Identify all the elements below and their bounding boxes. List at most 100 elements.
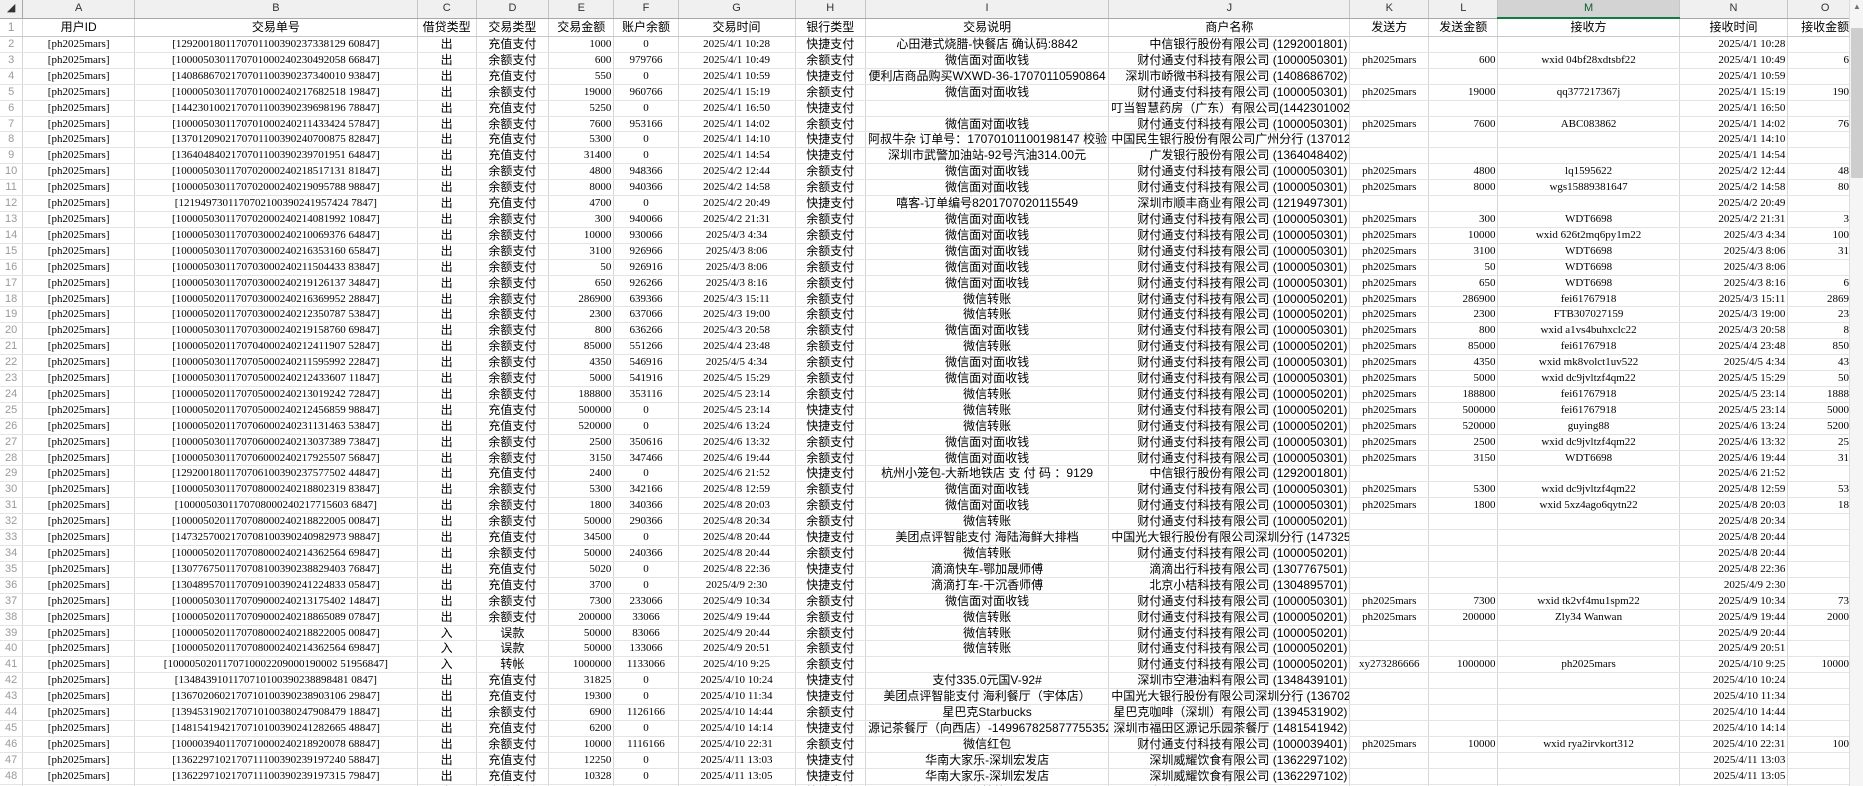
cell-txid[interactable]: [1000050201170705000240213019242 72847] (134, 386, 418, 403)
cell-sender[interactable] (1349, 704, 1430, 721)
cell-balance[interactable]: 0 (613, 720, 679, 737)
cell-user[interactable]: [ph2025mars] (22, 338, 136, 356)
cell-receiver[interactable] (1497, 784, 1680, 786)
cell-dc[interactable]: 出 (417, 163, 477, 181)
cell-receiver[interactable]: WDT6698 (1497, 275, 1680, 292)
cell-user[interactable]: [ph2025mars] (22, 211, 136, 228)
cell-bank[interactable]: 快捷支付 (795, 195, 866, 212)
cell-sendamt[interactable] (1428, 577, 1499, 594)
cell-type[interactable]: 余额支付 (476, 609, 550, 626)
cell-balance[interactable]: 0 (613, 131, 679, 149)
cell-txid[interactable]: [1367020602170710100390238903106 29847] (134, 688, 418, 706)
cell-sendamt[interactable] (1428, 672, 1499, 690)
cell-time[interactable]: 2025/4/8 12:59 (678, 481, 796, 499)
cell-time[interactable]: 2025/4/9 19:44 (678, 609, 796, 626)
table-row[interactable]: 34 [ph2025mars] [1000050201170708000240214… (0, 545, 1863, 562)
cell-sender[interactable] (1349, 561, 1430, 578)
row-number[interactable]: 15 (0, 243, 24, 260)
cell-sender[interactable] (1349, 720, 1430, 737)
cell-sender[interactable]: ph2025mars (1349, 434, 1430, 451)
cell-desc[interactable]: 微信转账 (865, 291, 1110, 308)
row-number[interactable]: 9 (0, 147, 24, 165)
table-row[interactable]: 6 [ph2025mars] [14423010021707011003902396… (0, 100, 1863, 117)
cell-sender[interactable] (1349, 100, 1430, 117)
cell-merchant[interactable]: 深圳市空港油料有限公司 (1348439101) (1108, 672, 1351, 690)
cell-rtime[interactable]: 2025/4/9 20:51 (1679, 640, 1789, 658)
table-body[interactable]: 2 [ph2025mars] [12920018011707011003902373… (0, 36, 1863, 786)
cell-amount[interactable]: 6900 (548, 704, 615, 721)
cell-receiver[interactable]: fei61767918 (1497, 291, 1680, 308)
cell-receiver[interactable]: wxid tk2vf4mu1spm22 (1497, 593, 1680, 610)
cell-sendamt[interactable]: 188800 (1428, 386, 1499, 403)
row-number[interactable]: 7 (0, 116, 24, 133)
cell-type[interactable]: 余额支付 (476, 259, 550, 276)
cell-user[interactable]: [ph2025mars] (22, 259, 136, 276)
column-header-o[interactable]: O (1787, 0, 1863, 19)
table-row[interactable]: 27 [ph2025mars] [1000050301170706000240213… (0, 434, 1863, 451)
cell-user[interactable]: [ph2025mars] (22, 100, 136, 117)
cell-dc[interactable]: 出 (417, 529, 477, 546)
cell-user[interactable]: [ph2025mars] (22, 131, 136, 149)
cell-dc[interactable]: 出 (417, 131, 477, 149)
cell-sender[interactable] (1349, 147, 1430, 165)
cell-user[interactable]: [ph2025mars] (22, 116, 136, 133)
column-header-f[interactable]: F (613, 0, 679, 19)
cell-sendamt[interactable] (1428, 195, 1499, 212)
vertical-scrollbar[interactable]: ▲ (1849, 0, 1863, 786)
cell-amount[interactable]: 10000 (548, 227, 615, 244)
cell-merchant[interactable]: 财付通支付科技有限公司 (1000050201) (1108, 402, 1351, 419)
cell-dc[interactable]: 出 (417, 370, 477, 387)
cell-time[interactable]: 2025/4/1 14:10 (678, 131, 796, 149)
cell-type[interactable]: 余额支付 (476, 211, 550, 228)
cell-bank[interactable]: 快捷支付 (795, 752, 866, 769)
cell-bank[interactable]: 余额支付 (795, 450, 866, 467)
cell-type[interactable]: 误款 (476, 625, 550, 642)
cell-user[interactable]: [ph2025mars] (22, 529, 136, 546)
cell-desc[interactable]: 微信面对面收钱 (865, 275, 1110, 292)
cell-merchant[interactable]: 叮当智慧药房（广东）有限公司(1442301002) (1108, 100, 1351, 117)
cell-sender[interactable]: ph2025mars (1349, 450, 1430, 467)
cell-type[interactable]: 充值支付 (476, 36, 550, 53)
cell-merchant[interactable]: 广发银行股份有限公司 (1364048402) (1108, 147, 1351, 165)
cell-balance[interactable]: 926966 (613, 243, 679, 260)
cell-dc[interactable]: 出 (417, 752, 477, 769)
cell-receiver[interactable] (1497, 36, 1680, 53)
cell-bank[interactable]: 余额支付 (795, 322, 866, 340)
cell-bank[interactable]: 余额支付 (795, 625, 866, 642)
cell-balance[interactable]: 33066 (613, 609, 679, 626)
cell-txid[interactable]: [1292001801170701100390237338129 60847] (134, 36, 418, 53)
cell-desc[interactable]: 微信转账 (865, 545, 1110, 562)
cell-merchant[interactable]: 财付通支付科技有限公司 (1000050301) (1108, 593, 1351, 610)
cell-rtime[interactable]: 2025/4/8 20:44 (1679, 529, 1789, 546)
cell-rtime[interactable]: 2025/4/2 14:58 (1679, 179, 1789, 197)
cell-desc[interactable]: 微信转账 (865, 386, 1110, 403)
cell-sendamt[interactable]: 10000 (1428, 227, 1499, 244)
row-number[interactable]: 21 (0, 338, 24, 356)
table-row[interactable]: 5 [ph2025mars] [10000503011707010002402176… (0, 84, 1863, 101)
cell-desc[interactable]: 微信面对面收钱 (865, 322, 1110, 340)
cell-type[interactable]: 充值支付 (476, 147, 550, 165)
cell-time[interactable]: 2025/4/8 20:44 (678, 529, 796, 546)
cell-merchant[interactable]: 财付通支付科技有限公司 (1000050201) (1108, 656, 1351, 674)
cell-sender[interactable]: ph2025mars (1349, 370, 1430, 387)
row-number[interactable]: 38 (0, 609, 24, 626)
cell-sender[interactable]: ph2025mars (1349, 52, 1430, 69)
cell-merchant[interactable]: 深圳市峤微书科技有限公司 (1408686702) (1108, 68, 1351, 85)
cell-sendamt[interactable]: 3150 (1428, 450, 1499, 467)
table-row[interactable]: 10 [ph2025mars] [1000050301170702000240218… (0, 163, 1863, 181)
cell-amount[interactable]: 50000 (548, 640, 615, 658)
cell-balance[interactable]: 0 (613, 752, 679, 769)
cell-dc[interactable]: 出 (417, 259, 477, 276)
cell-dc[interactable]: 入 (417, 656, 477, 674)
cell-rtime[interactable]: 2025/4/5 4:34 (1679, 354, 1789, 372)
cell-desc[interactable]: 星巴克Starbucks (865, 704, 1110, 721)
cell-desc[interactable]: 微信面对面收钱 (865, 84, 1110, 101)
cell-dc[interactable]: 出 (417, 497, 477, 515)
row-number[interactable]: 22 (0, 354, 24, 372)
cell-balance[interactable]: 940366 (613, 179, 679, 197)
cell-merchant[interactable]: 中信银行股份有限公司 (1292001801) (1108, 36, 1351, 53)
cell-time[interactable]: 2025/4/5 4:34 (678, 354, 796, 372)
cell-user[interactable]: [ph2025mars] (22, 52, 136, 69)
cell-bank[interactable]: 余额支付 (795, 386, 866, 403)
cell-bank[interactable]: 余额支付 (795, 84, 866, 101)
